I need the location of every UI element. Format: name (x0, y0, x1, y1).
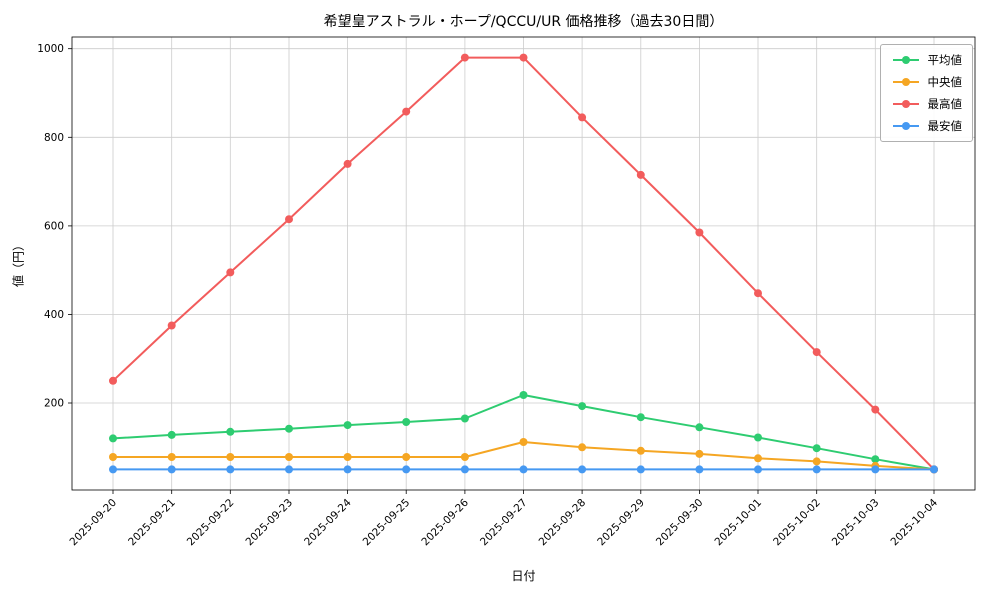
svg-text:400: 400 (44, 309, 64, 321)
chart-title: 希望皇アストラル・ホープ/QCCU/UR 価格推移（過去30日間） (323, 14, 724, 30)
svg-text:2025-10-04: 2025-10-04 (888, 496, 940, 548)
legend-line-marker-icon (892, 122, 919, 130)
legend-line-marker-icon (892, 100, 919, 108)
svg-text:2025-10-02: 2025-10-02 (771, 497, 823, 549)
svg-text:2025-10-01: 2025-10-01 (712, 497, 764, 549)
svg-text:2025-09-20: 2025-09-20 (67, 497, 119, 549)
svg-text:2025-09-22: 2025-09-22 (185, 497, 237, 549)
svg-text:2025-09-28: 2025-09-28 (537, 497, 589, 549)
legend-label: 最高値 (927, 97, 963, 111)
chart-legend: 平均値中央値最高値最安値 (879, 44, 973, 142)
legend-item-0: 平均値 (891, 52, 963, 68)
svg-text:2025-09-27: 2025-09-27 (478, 497, 530, 549)
legend-item-2: 最高値 (891, 96, 963, 112)
svg-text:2025-09-25: 2025-09-25 (361, 497, 413, 549)
legend-label: 平均値 (927, 53, 963, 67)
legend-item-3: 最安値 (891, 118, 963, 134)
svg-text:2025-09-26: 2025-09-26 (419, 496, 471, 548)
legend-line-marker-icon (892, 78, 919, 86)
svg-text:600: 600 (44, 220, 64, 232)
legend-label: 中央値 (927, 75, 963, 89)
svg-text:800: 800 (44, 132, 64, 144)
svg-text:2025-09-23: 2025-09-23 (243, 497, 295, 549)
legend-item-1: 中央値 (891, 74, 963, 90)
svg-text:200: 200 (44, 398, 64, 410)
svg-text:2025-09-21: 2025-09-21 (126, 497, 178, 549)
svg-text:2025-09-24: 2025-09-24 (302, 496, 354, 548)
x-axis-label: 日付 (511, 569, 536, 583)
svg-text:2025-09-30: 2025-09-30 (654, 497, 706, 549)
svg-text:2025-10-03: 2025-10-03 (830, 497, 882, 549)
legend-label: 最安値 (927, 119, 963, 133)
legend-line-marker-icon (892, 56, 919, 64)
svg-text:2025-09-29: 2025-09-29 (595, 497, 647, 549)
svg-text:1000: 1000 (37, 43, 64, 55)
